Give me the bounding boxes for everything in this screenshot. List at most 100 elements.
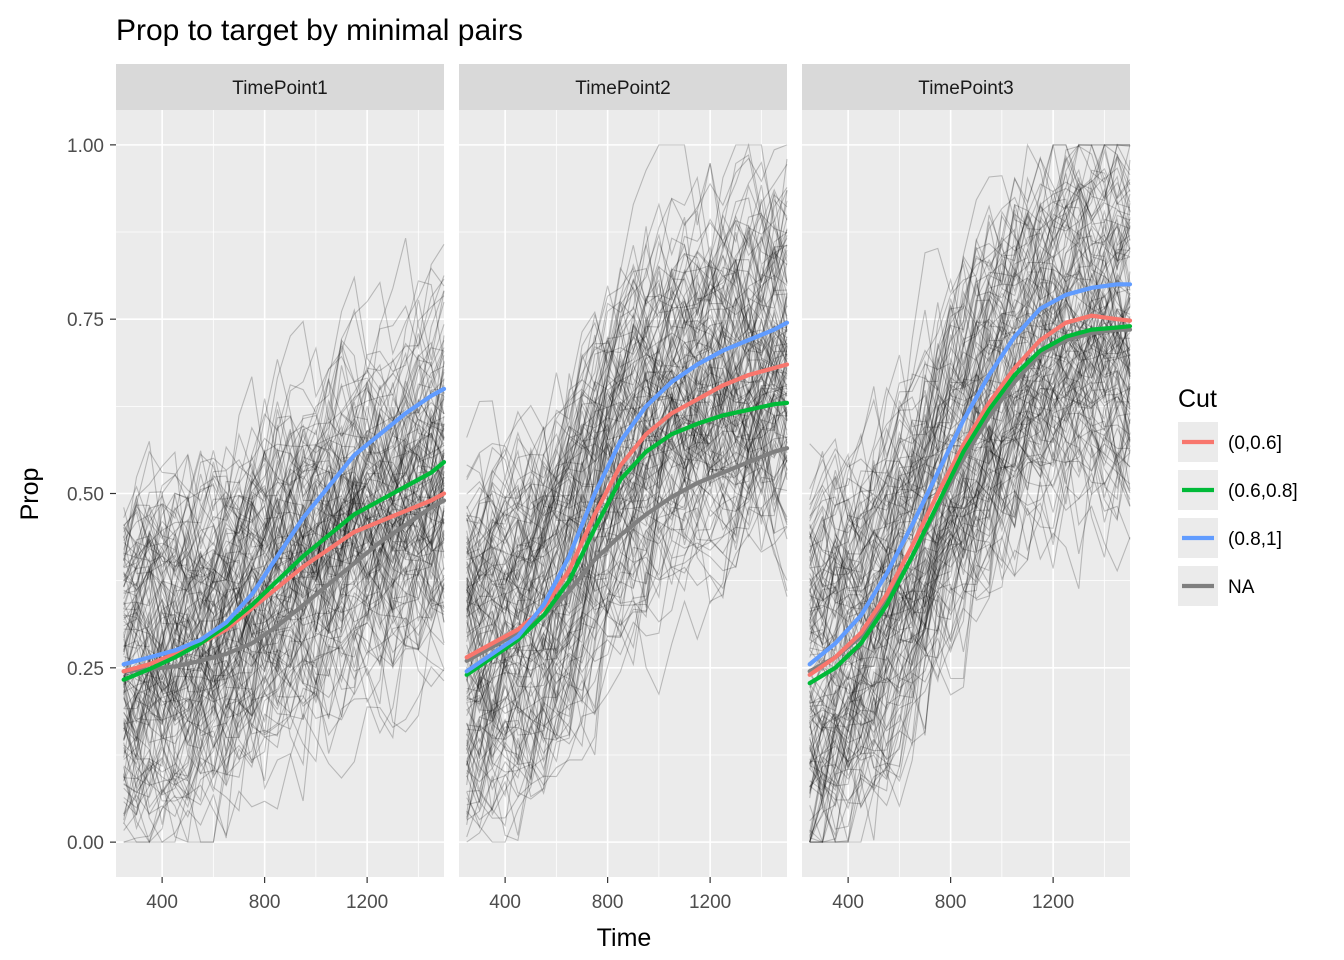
individual-trajectory: [123, 484, 445, 745]
individual-trajectory: [466, 229, 788, 579]
individual-trajectory: [466, 357, 788, 745]
individual-trajectory: [809, 387, 1131, 716]
individual-trajectory: [123, 390, 445, 693]
individual-trajectory: [809, 144, 1131, 607]
individual-trajectory: [123, 493, 445, 843]
facet-panel-1: TimePoint1 400 800 1200: [116, 64, 447, 913]
individual-trajectory: [123, 432, 445, 639]
individual-trajectory: [466, 360, 788, 661]
individual-trajectory: [123, 458, 445, 740]
individual-trajectory: [466, 322, 788, 548]
individual-trajectory: [466, 144, 788, 539]
individual-trajectory: [466, 396, 788, 661]
individual-trajectory: [466, 374, 788, 821]
individual-trajectory: [466, 265, 788, 712]
individual-trajectory: [809, 299, 1131, 571]
individual-trajectory: [466, 506, 788, 812]
individual-trajectory: [466, 392, 788, 795]
individual-trajectory: [809, 373, 1131, 843]
individual-trajectory: [466, 390, 788, 798]
individual-trajectory: [809, 183, 1131, 568]
individual-trajectory: [123, 407, 445, 717]
individual-trajectory: [123, 395, 445, 620]
individual-trajectory: [809, 251, 1131, 763]
individual-trajectory: [809, 298, 1131, 687]
individual-trajectory: [466, 163, 788, 609]
individual-trajectory: [466, 213, 788, 517]
individual-trajectory: [809, 226, 1131, 631]
individual-trajectory: [809, 284, 1131, 794]
individual-trajectory: [466, 342, 788, 773]
individual-trajectory: [123, 510, 445, 843]
individual-trajectory: [809, 471, 1131, 836]
individual-trajectory: [809, 176, 1131, 619]
individual-trajectory: [466, 334, 788, 615]
individual-trajectory: [466, 351, 788, 636]
individual-trajectory: [466, 442, 788, 843]
x-tick-label: 1200: [689, 892, 731, 913]
individual-trajectory: [466, 309, 788, 725]
individual-trajectory: [123, 476, 445, 843]
individual-trajectory: [123, 606, 445, 824]
individual-trajectory: [123, 584, 445, 843]
series-line-(0,0.6]: [807, 313, 1133, 677]
individual-trajectory: [123, 378, 445, 666]
individual-trajectory: [123, 441, 445, 684]
individual-trajectory: [809, 319, 1131, 750]
individual-trajectory: [809, 436, 1131, 778]
individual-trajectory: [466, 273, 788, 719]
individual-trajectory: [809, 335, 1131, 753]
individual-trajectory: [809, 273, 1131, 707]
individual-trajectory: [123, 378, 445, 605]
individual-trajectory: [466, 289, 788, 600]
individual-trajectory: [123, 606, 445, 802]
individual-trajectory: [466, 188, 788, 610]
individual-trajectory: [123, 508, 445, 749]
individual-trajectory: [809, 430, 1131, 810]
individual-trajectory: [809, 209, 1131, 732]
individual-trajectory: [466, 293, 788, 553]
individual-trajectory: [466, 235, 788, 637]
individual-trajectory: [123, 509, 445, 710]
individual-trajectory: [123, 354, 445, 587]
individual-trajectory: [466, 245, 788, 564]
individual-trajectory: [123, 432, 445, 651]
individual-trajectory: [809, 179, 1131, 652]
individual-trajectory: [123, 244, 445, 589]
individual-trajectory: [123, 558, 445, 744]
individual-trajectory: [809, 354, 1131, 843]
series-line-(0.8,1]: [807, 282, 1133, 667]
individual-trajectory: [809, 358, 1131, 843]
individual-trajectory: [809, 234, 1131, 602]
individual-trajectory: [123, 391, 445, 636]
individual-trajectory: [809, 404, 1131, 843]
individual-trajectory: [466, 345, 788, 657]
individual-trajectory: [809, 304, 1131, 799]
individual-trajectory: [809, 195, 1131, 600]
individual-trajectory: [809, 386, 1131, 788]
individual-trajectory: [123, 583, 445, 806]
legend-label: (0.8,1]: [1228, 529, 1282, 550]
individual-trajectory: [466, 197, 788, 591]
individual-trajectory: [809, 353, 1131, 843]
individual-trajectory: [809, 410, 1131, 822]
series-line-(0.8,1]: [464, 320, 790, 674]
x-axis-title: Time: [597, 924, 652, 952]
individual-trajectory: [809, 356, 1131, 792]
individual-trajectory: [809, 308, 1131, 765]
individual-trajectory: [123, 431, 445, 624]
individual-trajectory: [466, 264, 788, 614]
individual-trajectory: [466, 244, 788, 627]
individual-trajectory: [466, 296, 788, 590]
facet-strip: [802, 64, 1130, 110]
individual-trajectory: [123, 489, 445, 599]
individual-trajectory: [809, 278, 1131, 591]
individual-trajectory: [809, 143, 1131, 578]
individual-trajectory: [466, 526, 788, 821]
individual-trajectory: [809, 434, 1131, 729]
individual-trajectory: [809, 144, 1131, 534]
series-line-(0.6,0.8]: [464, 400, 790, 677]
individual-trajectory: [466, 199, 788, 512]
individual-trajectory: [809, 353, 1131, 788]
individual-trajectory: [123, 414, 445, 606]
